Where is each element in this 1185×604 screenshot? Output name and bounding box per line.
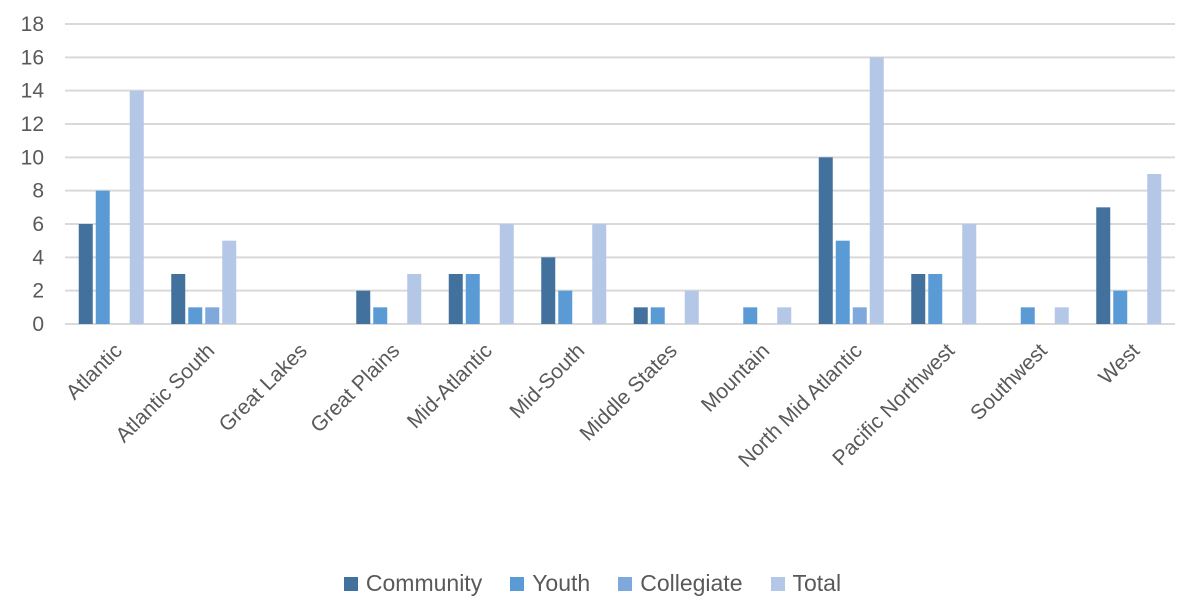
x-category-label: Southwest: [966, 339, 1052, 425]
bar-youth-great-plains: [373, 307, 388, 324]
bar-youth-mid-south: [558, 290, 573, 324]
x-category-label: Atlantic South: [111, 339, 219, 447]
bars: [78, 57, 1162, 325]
bar-community-atlantic: [78, 224, 93, 324]
y-tick-label: 0: [32, 313, 44, 336]
x-category-label: Mountain: [697, 339, 774, 416]
bar-total-southwest: [1054, 307, 1069, 324]
legend: Community Youth Collegiate Total: [0, 570, 1185, 597]
y-tick-label: 2: [32, 280, 44, 303]
bar-community-west: [1096, 207, 1111, 324]
bar-community-great-plains: [356, 290, 371, 324]
bar-community-mid-south: [541, 257, 556, 324]
bar-youth-atlantic: [95, 190, 110, 324]
legend-label: Collegiate: [640, 570, 743, 596]
bar-youth-pacific-northwest: [928, 274, 943, 324]
bar-youth-mountain: [743, 307, 758, 324]
legend-swatch: [618, 576, 633, 591]
x-category-label: Great Lakes: [215, 339, 312, 436]
legend-item-community: Community: [343, 570, 483, 597]
y-tick-label: 10: [21, 146, 44, 169]
bar-total-atlantic: [129, 90, 144, 325]
x-category-label: Great Plains: [306, 339, 404, 437]
bar-community-north-mid-atlantic: [818, 157, 833, 324]
y-tick-label: 16: [21, 46, 44, 69]
x-category-label: Atlantic: [62, 339, 127, 404]
bar-youth-mid-atlantic: [465, 274, 480, 324]
y-tick-label: 8: [32, 180, 44, 203]
x-category-label: Mid-South: [505, 339, 589, 423]
bar-community-mid-atlantic: [448, 274, 463, 324]
gridlines: [65, 23, 1175, 325]
bar-community-middle-states: [633, 307, 648, 324]
x-category-label: Mid-Atlantic: [403, 339, 497, 433]
legend-swatch: [343, 576, 358, 591]
bar-collegiate-atlantic-south: [205, 307, 220, 324]
legend-swatch: [770, 576, 785, 591]
legend-label: Total: [792, 570, 842, 596]
legend-label: Youth: [532, 570, 591, 596]
bar-youth-west: [1113, 290, 1128, 324]
legend-item-collegiate: Collegiate: [618, 570, 743, 597]
bar-total-middle-states: [684, 290, 699, 324]
y-tick-label: 4: [32, 246, 44, 269]
bar-youth-southwest: [1020, 307, 1035, 324]
y-tick-label: 18: [21, 13, 44, 36]
y-tick-label: 12: [21, 113, 44, 136]
bar-total-north-mid-atlantic: [869, 57, 884, 324]
y-axis-ticks: 0 2 4 6 8 10 12 14 16 18: [21, 13, 45, 336]
y-tick-label: 14: [21, 80, 45, 103]
bar-community-pacific-northwest: [911, 274, 926, 324]
bar-total-mid-atlantic: [499, 224, 514, 324]
bar-total-mountain: [777, 307, 792, 324]
legend-item-total: Total: [770, 570, 842, 597]
legend-swatch: [510, 576, 525, 591]
bar-total-great-plains: [407, 274, 422, 324]
bar-collegiate-north-mid-atlantic: [852, 307, 867, 324]
legend-label: Community: [365, 570, 483, 596]
bar-total-pacific-northwest: [962, 224, 977, 324]
bar-total-west: [1147, 174, 1162, 324]
bar-community-atlantic-south: [171, 274, 186, 324]
bar-total-mid-south: [592, 224, 607, 324]
bar-youth-atlantic-south: [188, 307, 203, 324]
bar-youth-middle-states: [650, 307, 665, 324]
x-category-label: Middle States: [576, 339, 682, 445]
bar-youth-north-mid-atlantic: [835, 240, 850, 324]
bar-total-atlantic-south: [222, 240, 237, 324]
x-category-label: West: [1094, 339, 1144, 389]
y-tick-label: 6: [32, 213, 44, 236]
legend-item-youth: Youth: [510, 570, 590, 597]
